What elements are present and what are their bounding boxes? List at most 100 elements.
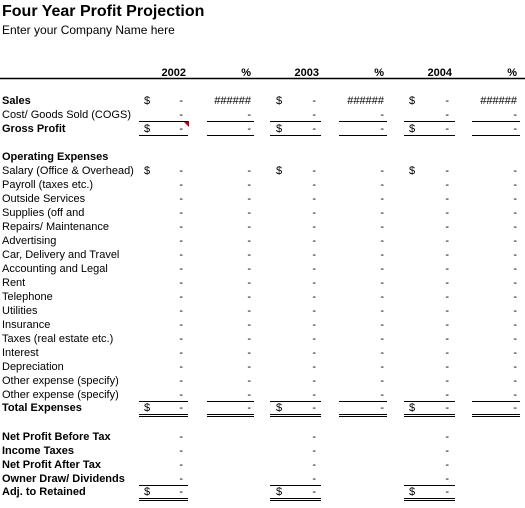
cell: - [380, 249, 384, 261]
cell: - [247, 179, 251, 191]
cell: - [247, 319, 251, 331]
row-label: Outside Services [2, 193, 86, 205]
cell: - [179, 333, 183, 345]
cell: - [445, 165, 449, 177]
row-label: Income Taxes [2, 445, 74, 457]
cell: - [380, 235, 384, 247]
cell: $ [409, 402, 415, 414]
row-label: Utilities [2, 305, 38, 317]
row-label: Adj. to Retained [2, 486, 86, 498]
row-label: Advertising [2, 235, 56, 247]
cell: - [380, 319, 384, 331]
cell: - [445, 375, 449, 387]
cell: - [445, 402, 449, 414]
cell: - [179, 375, 183, 387]
cell: - [312, 207, 316, 219]
cell: - [513, 165, 517, 177]
cell: - [312, 459, 316, 471]
column-header: 2004 [428, 67, 453, 79]
row-label: Supplies (off and [2, 207, 84, 219]
cell: - [380, 193, 384, 205]
cell: ###### [347, 95, 385, 107]
cell: - [179, 305, 183, 317]
cell: - [513, 291, 517, 303]
cell: - [380, 277, 384, 289]
cell: - [445, 123, 449, 135]
cell: - [513, 375, 517, 387]
column-header: 2003 [295, 67, 319, 79]
cell: - [380, 165, 384, 177]
cell: - [179, 221, 183, 233]
cell: - [445, 361, 449, 373]
cell: - [445, 347, 449, 359]
cell: - [312, 221, 316, 233]
cell: - [380, 375, 384, 387]
row-label: Payroll (taxes etc.) [2, 179, 93, 191]
subtitle: Enter your Company Name here [2, 23, 175, 37]
cell: - [247, 291, 251, 303]
cell: - [247, 375, 251, 387]
cell: $ [144, 402, 150, 414]
cell: - [179, 95, 183, 107]
cell: - [312, 193, 316, 205]
cell: - [445, 235, 449, 247]
cell: - [179, 165, 183, 177]
cell: - [445, 207, 449, 219]
row-label: Net Profit Before Tax [2, 431, 111, 443]
cell: - [247, 193, 251, 205]
cell: - [179, 459, 183, 471]
cell: - [247, 235, 251, 247]
cell: $ [409, 486, 415, 498]
cell: - [247, 263, 251, 275]
cell: - [179, 263, 183, 275]
cell: - [513, 221, 517, 233]
cell: $ [409, 123, 415, 135]
cell: - [445, 431, 449, 443]
cell: - [513, 109, 517, 121]
cell: - [445, 305, 449, 317]
cell: - [312, 473, 316, 485]
cell: - [247, 333, 251, 345]
cell: - [445, 263, 449, 275]
cell: - [445, 249, 449, 261]
cell: - [179, 445, 183, 457]
row-label: Sales [2, 95, 31, 107]
cell: - [179, 193, 183, 205]
cell: - [312, 95, 316, 107]
cell: - [312, 109, 316, 121]
cell: - [179, 473, 183, 485]
row-label: Salary (Office & Overhead) [2, 165, 134, 177]
title: Four Year Profit Projection [2, 3, 204, 20]
row-label: Taxes (real estate etc.) [2, 333, 113, 345]
column-header: % [241, 67, 251, 79]
cell: - [312, 375, 316, 387]
cell: - [179, 179, 183, 191]
cell: - [513, 333, 517, 345]
row-label: Depreciation [2, 361, 64, 373]
column-header: % [507, 67, 517, 79]
cell: - [380, 109, 384, 121]
cell: - [247, 221, 251, 233]
cell: - [247, 109, 251, 121]
cell: - [312, 277, 316, 289]
cell: - [179, 291, 183, 303]
row-label: Accounting and Legal [2, 263, 108, 275]
cell: - [513, 179, 517, 191]
cell: - [247, 347, 251, 359]
cell: - [445, 333, 449, 345]
cell: - [380, 207, 384, 219]
cell: - [312, 333, 316, 345]
cell: - [513, 207, 517, 219]
cell: $ [276, 486, 282, 498]
cell: $ [276, 95, 282, 107]
cell: - [312, 179, 316, 191]
cell: - [513, 263, 517, 275]
cell: - [247, 305, 251, 317]
cell: $ [276, 123, 282, 135]
cell: - [513, 305, 517, 317]
row-label: Total Expenses [2, 402, 82, 414]
cell: - [179, 249, 183, 261]
row-label: Interest [2, 347, 39, 359]
